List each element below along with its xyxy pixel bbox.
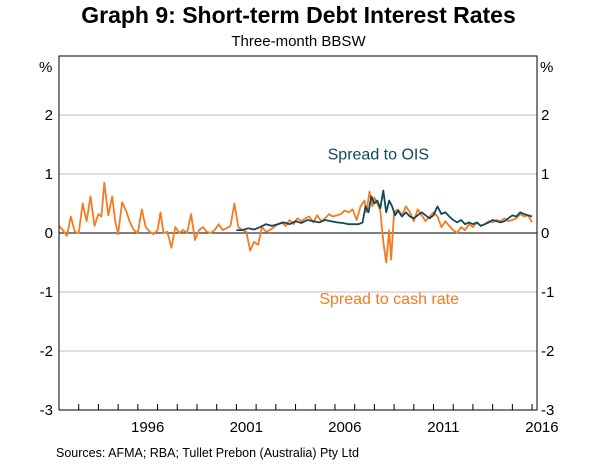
y-unit-left: %	[39, 59, 52, 76]
y-tick-label-right: 1	[541, 166, 549, 183]
axes: -3 -3 -2 -2 -1 -1 0 0 1 1 2 2% % 1996 2001 2006 2011 2016	[39, 59, 559, 436]
y-tick-label-left: -3	[40, 402, 53, 419]
gridlines	[59, 114, 537, 352]
y-tick-label-right: 2	[541, 107, 549, 124]
y-tick-label-right: 0	[541, 225, 549, 242]
annotations: Spread to OIS Spread to cash rate	[319, 146, 459, 308]
y-unit-right: %	[540, 59, 553, 76]
source-note: Sources: AFMA; RBA; Tullet Prebon (Austr…	[56, 446, 359, 460]
y-tick-label-left: -2	[40, 343, 53, 360]
chart-subtitle: Three-month BBSW	[231, 33, 366, 50]
x-tick-label: 2001	[230, 419, 263, 436]
x-tick-label: 2016	[525, 419, 558, 436]
y-tick-label-right: -2	[541, 343, 554, 360]
x-tick-label: 1996	[131, 419, 164, 436]
series-line-spread-to-ois	[236, 189, 533, 232]
series-line-spread-to-cash-rate	[58, 181, 533, 264]
y-tick-label-right: -3	[541, 402, 554, 419]
y-tick-label-right: -1	[541, 284, 554, 301]
x-tick-label: 2006	[328, 419, 361, 436]
y-tick-label-left: 1	[45, 166, 53, 183]
y-tick-label-left: 0	[45, 225, 53, 242]
series-lines	[58, 181, 533, 264]
chart-title: Graph 9: Short-term Debt Interest Rates	[81, 2, 516, 28]
y-tick-label-left: -1	[40, 284, 53, 301]
series-label: Spread to OIS	[328, 146, 429, 163]
series-label: Spread to cash rate	[319, 291, 459, 308]
y-tick-label-left: 2	[45, 107, 53, 124]
plot-frame	[58, 55, 538, 411]
x-tick-label: 2011	[427, 419, 459, 436]
